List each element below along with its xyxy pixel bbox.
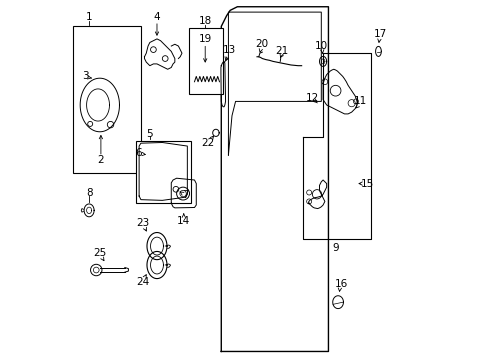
Text: 6: 6 bbox=[135, 148, 142, 158]
Text: 23: 23 bbox=[136, 218, 149, 228]
Text: 21: 21 bbox=[275, 46, 288, 57]
Text: 20: 20 bbox=[255, 39, 267, 49]
Text: 7: 7 bbox=[182, 190, 188, 200]
Bar bbox=[189, 28, 223, 94]
Text: 18: 18 bbox=[198, 16, 211, 26]
Text: 17: 17 bbox=[373, 28, 386, 39]
Text: 13: 13 bbox=[223, 45, 236, 55]
Text: 16: 16 bbox=[334, 279, 347, 289]
Text: 4: 4 bbox=[153, 13, 160, 22]
Text: 19: 19 bbox=[198, 34, 211, 44]
Text: 11: 11 bbox=[353, 96, 366, 107]
Text: 22: 22 bbox=[201, 138, 214, 148]
Text: 15: 15 bbox=[360, 179, 374, 189]
Bar bbox=[73, 26, 141, 173]
Text: 2: 2 bbox=[98, 156, 104, 165]
Text: 14: 14 bbox=[177, 216, 190, 226]
Text: 25: 25 bbox=[93, 248, 106, 258]
Text: 10: 10 bbox=[314, 41, 327, 51]
Text: 5: 5 bbox=[146, 129, 153, 139]
Text: 24: 24 bbox=[136, 277, 149, 287]
Text: 1: 1 bbox=[85, 13, 92, 22]
Bar bbox=[135, 141, 190, 203]
Text: 8: 8 bbox=[85, 188, 92, 198]
Text: 3: 3 bbox=[82, 71, 89, 81]
Text: 9: 9 bbox=[332, 243, 338, 253]
Text: 12: 12 bbox=[305, 93, 318, 103]
